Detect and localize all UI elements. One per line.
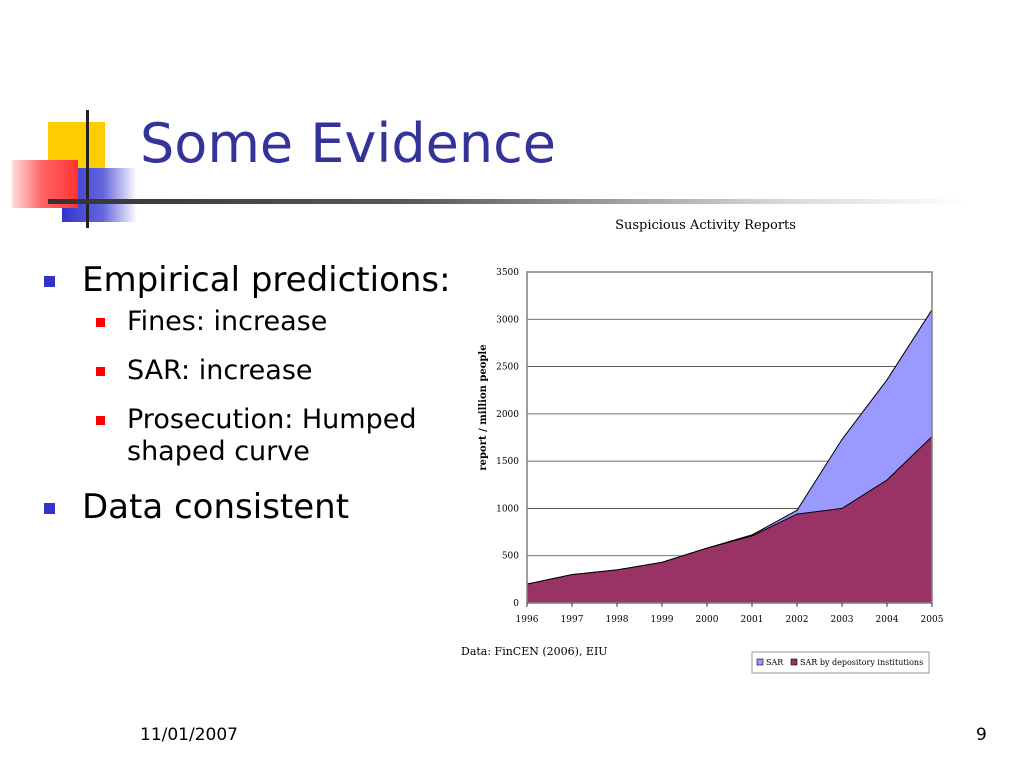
bullet-text: Data consistent	[82, 487, 350, 527]
sub-bullet-item: SAR: increase	[82, 355, 474, 387]
x-tick-label: 2003	[831, 615, 854, 625]
slide-title: Some Evidence	[140, 112, 557, 175]
sub-bullet-text: Prosecution: Humped shaped curve	[127, 404, 417, 467]
title-rule	[48, 199, 968, 204]
x-tick-label: 1996	[516, 615, 539, 625]
y-tick-label: 1500	[496, 457, 519, 467]
y-tick-label: 3500	[496, 268, 519, 278]
legend-swatch	[756, 658, 764, 666]
y-tick-label: 2500	[496, 363, 519, 373]
sub-bullet-square-icon	[96, 367, 105, 376]
legend-box	[751, 651, 930, 674]
footer-date: 11/01/2007	[140, 725, 238, 745]
x-tick-label: 1999	[651, 615, 674, 625]
chart-title: Suspicious Activity Reports	[615, 218, 796, 233]
bullet-item: Data consistent	[44, 485, 474, 529]
y-tick-label: 3000	[496, 315, 519, 325]
sub-bullet-square-icon	[96, 318, 105, 327]
sub-bullet-square-icon	[96, 416, 105, 425]
decor-vertical-rule	[86, 110, 89, 228]
x-tick-label: 2004	[876, 615, 899, 625]
x-tick-label: 2005	[921, 615, 944, 625]
chart-source: Data: FinCEN (2006), EIU	[461, 645, 608, 658]
sub-bullet-text: Fines: increase	[127, 306, 328, 337]
x-tick-label: 1997	[561, 615, 584, 625]
bullet-list: Empirical predictions: Fines: increase S…	[44, 258, 474, 531]
y-tick-label: 0	[513, 599, 519, 609]
sub-bullet-text: SAR: increase	[127, 355, 313, 386]
x-tick-label: 2000	[696, 615, 719, 625]
sub-bullet-item: Fines: increase	[82, 306, 474, 338]
sub-bullet-item: Prosecution: Humped shaped curve	[82, 404, 457, 468]
y-tick-label: 1000	[496, 504, 519, 514]
page-number: 9	[976, 725, 987, 745]
bullet-item: Empirical predictions:	[44, 258, 474, 302]
legend-label: SAR	[766, 658, 784, 667]
y-tick-label: 2000	[496, 410, 519, 420]
x-tick-label: 1998	[606, 615, 629, 625]
bullet-square-icon	[44, 276, 55, 287]
y-axis-label: report / million people	[478, 344, 489, 470]
y-tick-label: 500	[502, 552, 519, 562]
bullet-square-icon	[44, 503, 55, 514]
legend-label: SAR by depository institutions	[800, 658, 923, 667]
plot-border	[526, 271, 933, 604]
series-area-sar-depository	[527, 436, 932, 603]
bullet-text: Empirical predictions:	[82, 260, 451, 300]
legend-swatch	[790, 658, 798, 666]
x-tick-label: 2002	[786, 615, 809, 625]
x-tick-label: 2001	[741, 615, 764, 625]
series-line-sar-depository	[526, 436, 933, 585]
